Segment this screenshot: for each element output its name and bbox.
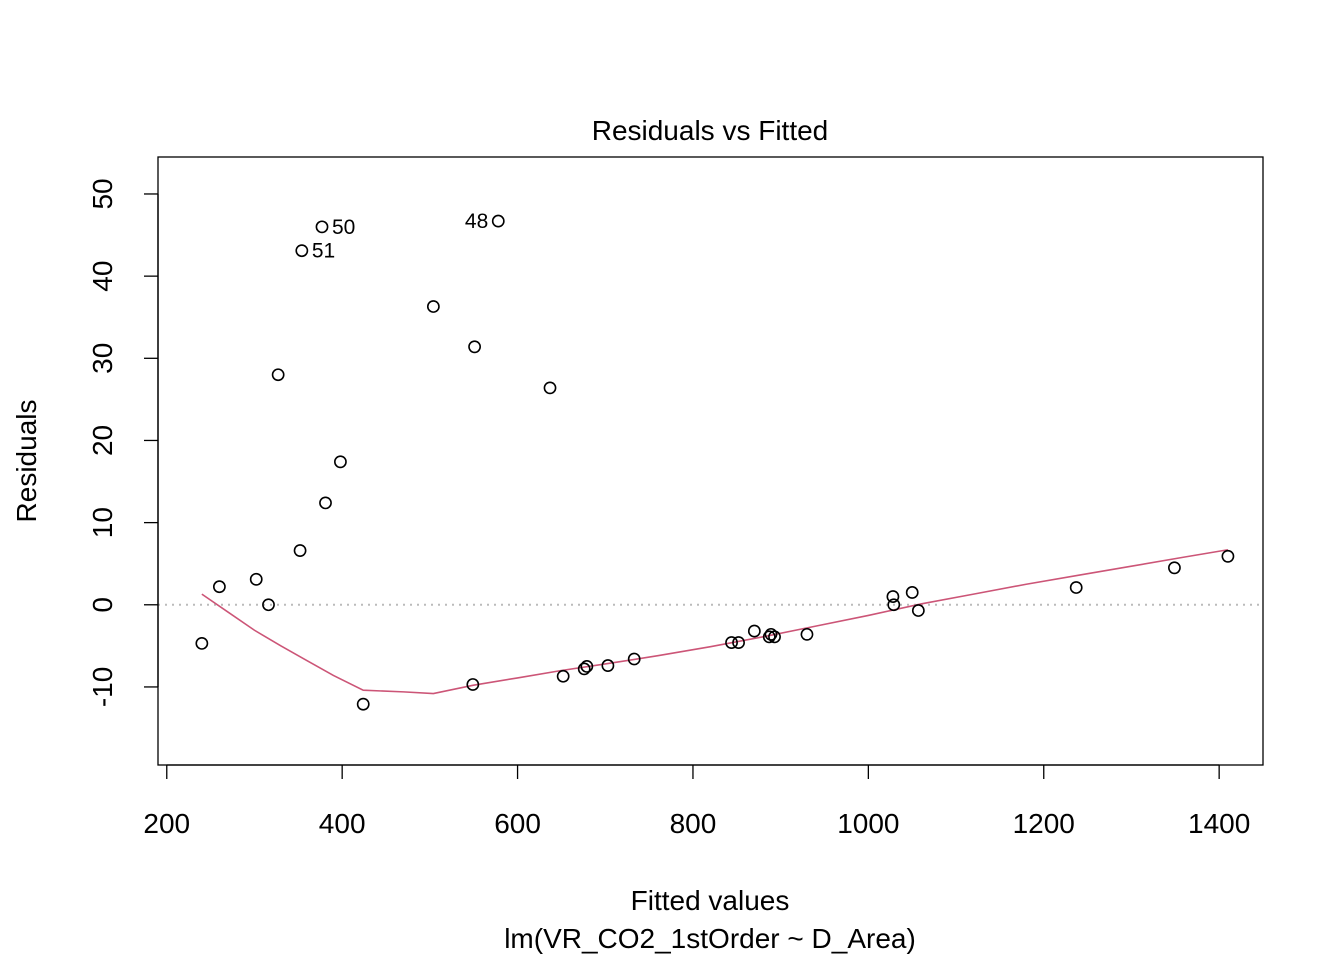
data-point [271, 368, 285, 382]
y-tick-label: 50 [87, 178, 118, 209]
chart-title: Residuals vs Fitted [592, 115, 829, 146]
data-point [800, 627, 814, 641]
x-tick-label: 400 [319, 808, 366, 839]
data-point [1221, 549, 1235, 563]
data-point [295, 244, 309, 258]
data-point [195, 637, 209, 650]
data-point [468, 340, 481, 354]
x-tick-label: 800 [670, 808, 717, 839]
data-point [491, 214, 505, 228]
data-point [887, 598, 901, 612]
data-point [319, 496, 332, 510]
x-tick-label: 1400 [1188, 808, 1250, 839]
residual-points [195, 214, 1235, 711]
data-point [764, 627, 778, 641]
data-point [293, 544, 307, 557]
y-tick-label: -10 [87, 667, 118, 707]
data-point [334, 455, 347, 469]
data-point [725, 636, 738, 649]
data-point [747, 624, 761, 638]
data-point [601, 659, 615, 672]
data-point [426, 300, 440, 313]
x-tick-label: 1000 [837, 808, 899, 839]
y-tick-label: 20 [87, 425, 118, 456]
data-point [262, 598, 275, 612]
data-point [212, 580, 226, 594]
data-point [249, 572, 263, 586]
data-point [905, 586, 919, 599]
point-label: 50 [332, 216, 355, 239]
x-tick-label: 200 [143, 808, 190, 839]
data-point [543, 381, 557, 395]
data-point [577, 662, 591, 676]
data-point [580, 660, 594, 673]
data-point [315, 220, 329, 234]
x-axis-label: Fitted values [631, 885, 790, 916]
y-tick-label: 10 [87, 507, 118, 538]
data-point [556, 669, 570, 683]
y-axis: -10 0 10 20 30 40 50 [87, 178, 159, 707]
data-point [886, 590, 900, 603]
data-point [1168, 561, 1181, 575]
data-point [768, 630, 781, 644]
y-tick-label: 0 [87, 597, 118, 613]
point-label: 48 [465, 210, 488, 233]
data-point [732, 636, 745, 649]
x-tick-label: 600 [494, 808, 541, 839]
data-point [762, 630, 776, 644]
y-tick-label: 40 [87, 261, 118, 292]
data-point [627, 652, 641, 666]
data-point [356, 697, 370, 711]
model-formula-subtitle: lm(VR_CO2_1stOrder ~ D_Area) [504, 923, 916, 954]
y-tick-label: 30 [87, 343, 118, 374]
x-tick-label: 1200 [1013, 808, 1075, 839]
data-point [1069, 581, 1083, 594]
point-label: 51 [312, 240, 335, 263]
data-point [466, 678, 480, 691]
smooth-trend-line [201, 548, 1229, 695]
y-axis-label: Residuals [11, 400, 42, 523]
data-point [911, 604, 925, 617]
x-axis: 200 400 600 800 1000 1200 1400 [143, 764, 1250, 839]
